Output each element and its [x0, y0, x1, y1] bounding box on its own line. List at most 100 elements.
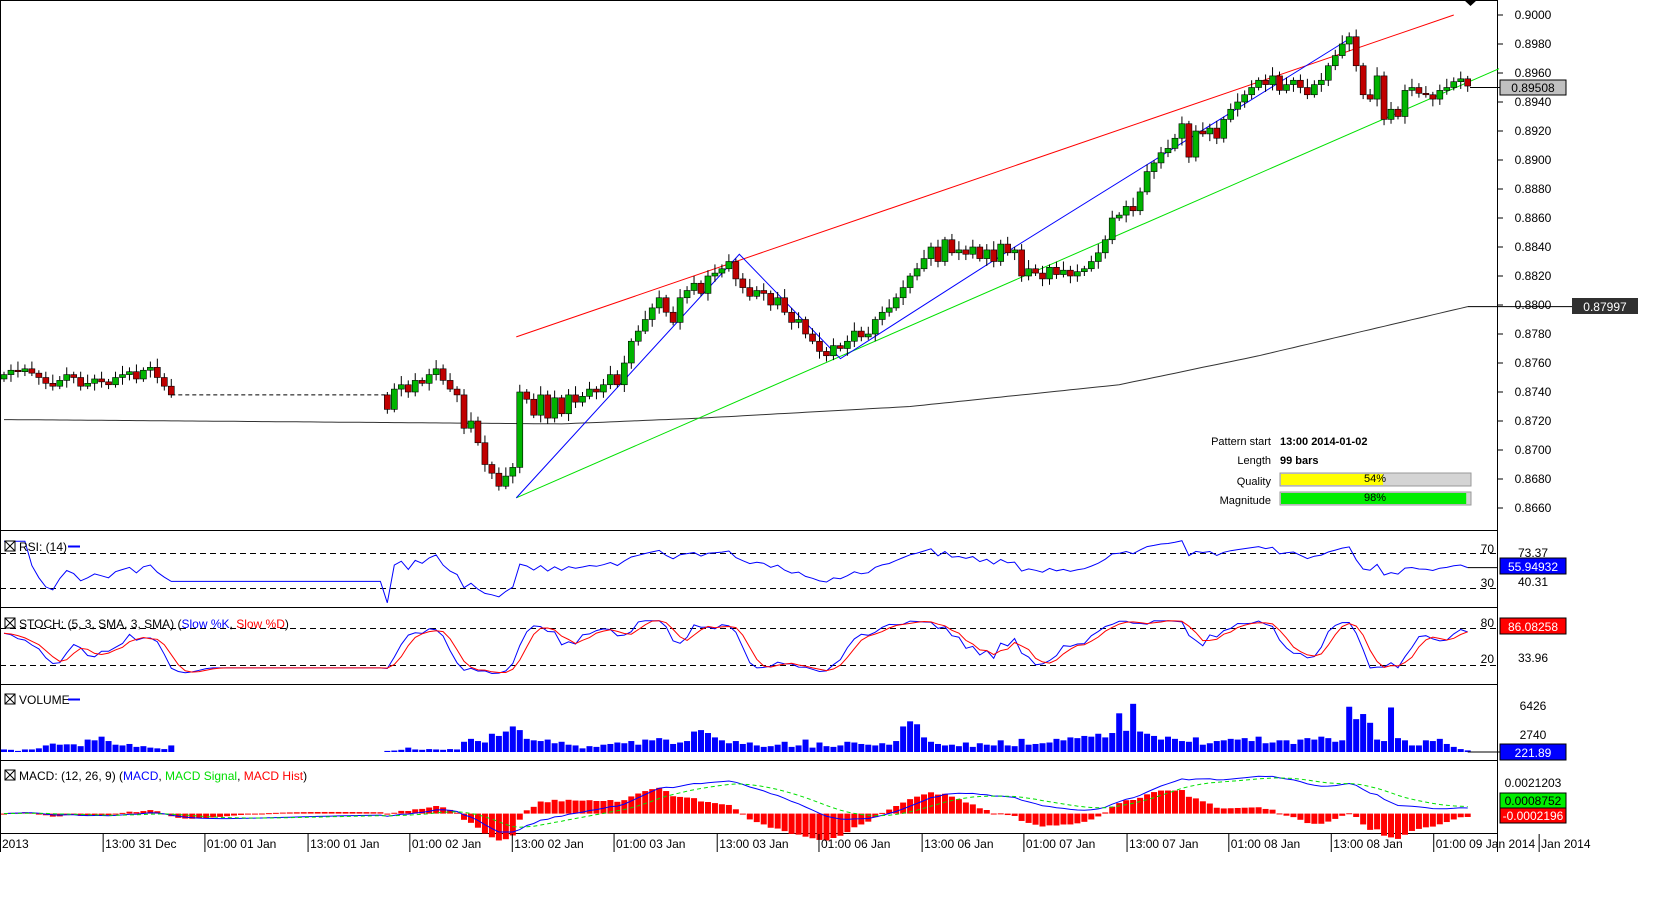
macd-hist-value: -0.0002196: [1503, 809, 1564, 823]
macd-hist-bar: [711, 803, 718, 814]
candle-down: [1039, 272, 1046, 280]
candle-down: [802, 319, 809, 335]
macd-hist-bar: [921, 794, 928, 814]
volume-bar: [1185, 741, 1192, 752]
candle-down: [1304, 87, 1311, 96]
macd-hist-bar: [635, 793, 642, 814]
macd-hist-bar: [133, 812, 140, 814]
volume-bar: [544, 739, 551, 752]
macd-hist-bar: [704, 802, 711, 814]
macd-hist-bar: [217, 813, 224, 817]
macd-hist-bar: [307, 812, 314, 814]
candle-down: [488, 464, 496, 474]
candle-down: [1213, 127, 1221, 139]
macd-hist-bar: [1178, 790, 1185, 814]
volume-bar: [990, 745, 997, 752]
price-tick-label: 0.8920: [1515, 124, 1552, 138]
pattern-lines-layer: [515, 14, 1500, 499]
candle-down: [934, 246, 942, 262]
macd-hist-bar: [1283, 813, 1290, 816]
macd-signal-value: 0.0008752: [1505, 794, 1562, 808]
candle-down: [161, 377, 168, 387]
candle-up: [63, 374, 71, 381]
volume-bar: [1304, 738, 1311, 752]
candle-up: [885, 307, 893, 313]
macd-hist-bar: [349, 812, 356, 814]
macd-hist-bar: [196, 813, 203, 819]
candle-up: [1192, 130, 1200, 158]
volume-bar: [1401, 740, 1408, 752]
macd-pane: MACD: (12, 26, 9) (MACD, MACD Signal, MA…: [1, 769, 1567, 841]
macd-hist-bar: [412, 809, 419, 814]
macd-hist-bar: [983, 810, 990, 814]
macd-hist-bar: [1353, 813, 1360, 817]
rsi-current-value: 55.94932: [1508, 560, 1558, 574]
volume-bar: [565, 744, 572, 752]
candle-up: [920, 258, 928, 270]
volume-bar: [955, 746, 962, 752]
macd-hist-bar: [244, 813, 251, 815]
volume-bar: [384, 750, 391, 752]
candle-up: [1255, 79, 1262, 88]
close-rsi-icon-cross: [4, 540, 16, 552]
volume-bar: [1464, 750, 1471, 752]
macd-hist-bar: [328, 811, 335, 814]
macd-hist-bar: [851, 813, 858, 828]
candle-down: [823, 351, 830, 357]
volume-bar: [907, 721, 914, 752]
candle-up: [1206, 127, 1214, 135]
macd-hist-bar: [1318, 813, 1325, 824]
volume-bar: [398, 749, 405, 752]
scroll-marker-icon[interactable]: [1464, 0, 1477, 6]
volume-bar: [663, 739, 670, 752]
candle-down: [105, 381, 112, 386]
volume-bar: [461, 741, 468, 752]
macd-hist-bar: [593, 801, 600, 814]
volume-bar: [649, 740, 656, 752]
magnitude-bar-fill: [1281, 493, 1467, 504]
volume-bar: [760, 746, 767, 752]
candle-up: [899, 287, 907, 299]
volume-bar: [1255, 736, 1262, 752]
moving-average-line: [4, 306, 1468, 425]
macd-hist-bar: [1422, 813, 1429, 828]
volume-bar: [1415, 745, 1422, 752]
candle-up: [913, 268, 921, 277]
candle-up: [112, 377, 119, 386]
candle-down: [167, 385, 175, 396]
pattern-info-box: Pattern start 13:00 2014-01-02 Length 99…: [1211, 436, 1472, 507]
macd-hist-bar: [802, 813, 809, 837]
macd-hist-bar: [558, 801, 565, 814]
volume-bar: [426, 749, 433, 752]
macd-hist-bar: [565, 799, 572, 814]
macd-hist-bar: [739, 813, 746, 815]
volume-bar: [7, 749, 14, 752]
volume-bar: [391, 750, 398, 752]
support-line: [516, 68, 1500, 499]
candle-down: [697, 282, 705, 294]
macd-hist-bar: [1388, 813, 1395, 838]
macd-hist-bar: [941, 793, 948, 814]
candle-down: [1464, 78, 1471, 87]
time-tick-label: 13:00 08 Jan: [1333, 837, 1402, 851]
candle-down: [1018, 249, 1025, 277]
macd-hist-bar: [1436, 813, 1443, 825]
time-tick-label: 13:00 02 Jan: [514, 837, 583, 851]
close-stoch-icon-cross: [4, 617, 16, 629]
candle-down: [1352, 36, 1360, 67]
macd-hist-bar: [1220, 808, 1227, 814]
time-tick-label: 01:00 09 Jan 2014: [1436, 837, 1536, 851]
macd-hist-bar: [955, 799, 962, 814]
volume-bar: [440, 749, 447, 752]
volume-bar: [962, 742, 969, 752]
macd-hist-bar: [1457, 813, 1464, 818]
price-tick-label: 0.8860: [1515, 211, 1552, 225]
candle-up: [1115, 214, 1123, 219]
volume-bar: [516, 730, 523, 752]
macd-hist-bar: [140, 811, 147, 814]
candle-down: [1415, 87, 1423, 94]
volume-bar: [1297, 739, 1304, 752]
volume-bar: [941, 745, 948, 752]
close-volume-icon-cross: [4, 693, 16, 705]
